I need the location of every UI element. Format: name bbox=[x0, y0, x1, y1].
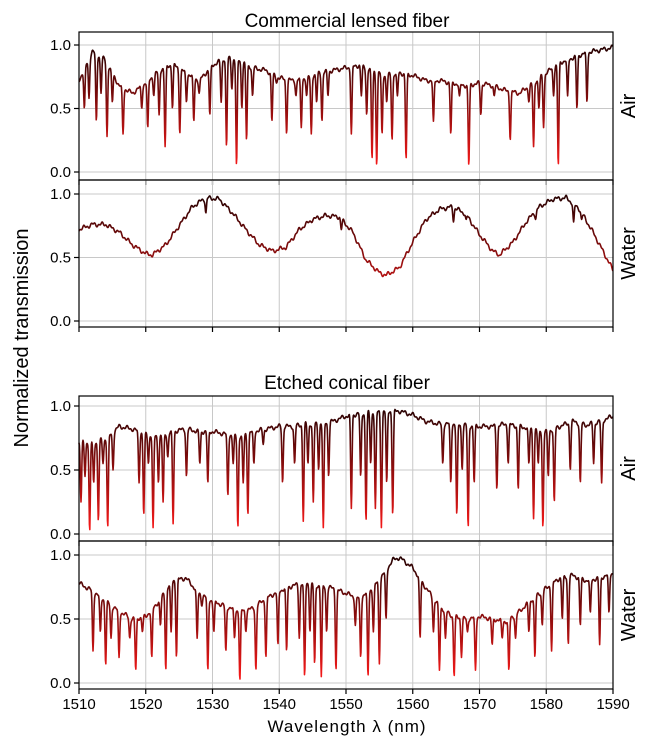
medium-label-water: Water bbox=[618, 227, 640, 280]
y-tick-label: 1.0 bbox=[50, 547, 71, 564]
x-tick-label: 1590 bbox=[596, 696, 629, 713]
medium-label-air: Air bbox=[618, 93, 640, 118]
y-axis-label: Normalized transmission bbox=[11, 229, 33, 448]
x-tick-label: 1580 bbox=[530, 696, 563, 713]
series-line-water bbox=[78, 556, 614, 680]
y-tick-label: 1.0 bbox=[50, 186, 71, 203]
series-line-air bbox=[78, 408, 614, 531]
panel-3: 0.0 0.5 1.0 Air bbox=[50, 395, 640, 546]
x-tick-label: 1520 bbox=[129, 696, 162, 713]
y-tick-label: 1.0 bbox=[50, 37, 71, 54]
y-tick-label: 0.0 bbox=[50, 675, 71, 692]
x-tick-label: 1530 bbox=[196, 696, 229, 713]
y-tick-label: 0.5 bbox=[50, 250, 71, 267]
panel-1: 0.0 0.5 1.0 Air bbox=[50, 31, 640, 185]
series-line-air bbox=[78, 44, 614, 165]
x-tick-label: 1540 bbox=[263, 696, 296, 713]
y-tick-label: 0.5 bbox=[50, 101, 71, 118]
x-tick-label: 1560 bbox=[396, 696, 429, 713]
medium-label-air: Air bbox=[618, 456, 640, 481]
y-tick-label: 0.5 bbox=[50, 462, 71, 479]
y-tick-label: 0.0 bbox=[50, 313, 71, 330]
panel-title-2: Etched conical fiber bbox=[264, 373, 430, 394]
x-tick-label: 1570 bbox=[463, 696, 496, 713]
panel-2: 0.0 0.5 1.0 Water bbox=[50, 179, 640, 332]
medium-label-water: Water bbox=[618, 588, 640, 641]
series-line-water bbox=[78, 194, 614, 278]
x-tick-label: 1510 bbox=[62, 696, 95, 713]
panel-4: 0.0 0.5 1.0 1510 1520 1530 1540 1550 1560 1570 158… bbox=[50, 540, 640, 713]
y-tick-label: 0.0 bbox=[50, 526, 71, 543]
panel-title-1: Commercial lensed fiber bbox=[245, 11, 451, 32]
x-tick-label: 1550 bbox=[329, 696, 362, 713]
y-tick-label: 0.5 bbox=[50, 611, 71, 628]
y-tick-label: 1.0 bbox=[50, 398, 71, 415]
y-tick-label: 0.0 bbox=[50, 164, 71, 181]
x-axis-label: Wavelength λ (nm) bbox=[267, 717, 426, 736]
